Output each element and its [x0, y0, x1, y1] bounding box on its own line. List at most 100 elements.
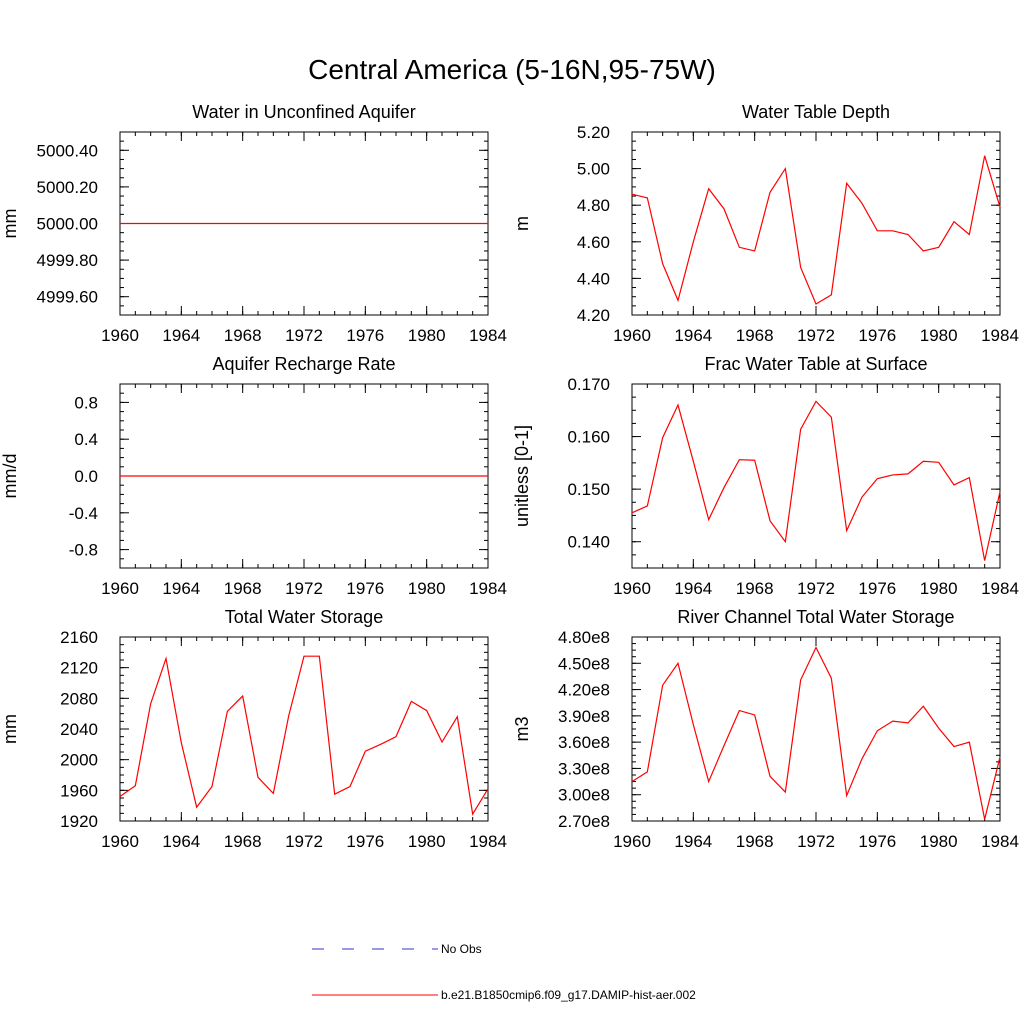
x-tick-label: 1980 [408, 832, 446, 851]
y-tick-label: 3.30e8 [558, 759, 610, 778]
y-tick-label: 5000.40 [37, 141, 98, 160]
panel-1: Water in Unconfined Aquifer mm 1960 1964 196… [0, 102, 507, 345]
legend-label-model: b.e21.B1850cmip6.f09_g17.DAMIP-hist-aer.… [441, 988, 696, 1002]
x-tick-label: 1984 [469, 832, 507, 851]
plot-frame [119, 636, 489, 822]
y-tick-label: 0.4 [74, 430, 98, 449]
y-tick-label: 4.80 [577, 196, 610, 215]
panel-title: Total Water Storage [225, 607, 383, 627]
plot-frame [631, 383, 1001, 569]
x-tick-label: 1984 [469, 579, 507, 598]
x-tick-label: 1972 [797, 326, 835, 345]
y-tick-label: 2040 [60, 720, 98, 739]
y-tick-label: 3.60e8 [558, 733, 610, 752]
y-axis-label: unitless [0-1] [512, 425, 532, 527]
x-tick-label: 1976 [346, 579, 384, 598]
x-tick-label: 1980 [408, 326, 446, 345]
y-tick-label: 0.0 [74, 467, 98, 486]
y-tick-label: 2160 [60, 628, 98, 647]
y-tick-label: 4.40 [577, 269, 610, 288]
y-tick-label: 0.140 [567, 533, 610, 552]
x-tick-label: 1980 [408, 579, 446, 598]
x-tick-label: 1976 [346, 832, 384, 851]
x-tick-label: 1964 [162, 579, 200, 598]
y-tick-label: 2080 [60, 689, 98, 708]
series-line [119, 655, 489, 816]
x-tick-label: 1968 [736, 832, 774, 851]
y-tick-label: 2000 [60, 751, 98, 770]
y-tick-label: 5000.20 [37, 178, 98, 197]
y-tick-label: 1920 [60, 812, 98, 831]
y-axis-label: m [512, 216, 532, 231]
y-tick-label: 4999.80 [37, 251, 98, 270]
y-tick-label: 3.00e8 [558, 786, 610, 805]
x-tick-label: 1984 [981, 326, 1019, 345]
y-axis-label: mm [0, 209, 20, 239]
panel-4: Frac Water Table at Surface unitless [0-1… [512, 354, 1019, 598]
y-tick-label: 5.20 [577, 123, 610, 142]
x-tick-label: 1972 [797, 579, 835, 598]
x-tick-label: 1976 [858, 832, 896, 851]
x-tick-label: 1964 [162, 326, 200, 345]
y-tick-label: 0.8 [74, 393, 98, 412]
series-line [631, 155, 1001, 305]
x-tick-label: 1968 [736, 579, 774, 598]
panel-3: Aquifer Recharge Rate mm/d 1960 1964 1968 197… [0, 354, 507, 598]
x-tick-label: 1980 [920, 579, 958, 598]
y-tick-label: 2.70e8 [558, 812, 610, 831]
x-tick-label: 1984 [469, 326, 507, 345]
y-axis-label: m3 [512, 716, 532, 741]
plot-frame [631, 636, 1001, 822]
panel-2: Water Table Depth m 1960 1964 1968 1972 1976 19… [512, 102, 1019, 345]
y-tick-label: 4.20 [577, 306, 610, 325]
y-tick-label: -0.8 [69, 541, 98, 560]
y-tick-label: 4999.60 [37, 288, 98, 307]
x-tick-label: 1968 [224, 832, 262, 851]
y-tick-label: 5000.00 [37, 215, 98, 234]
y-tick-label: 0.160 [567, 428, 610, 447]
x-tick-label: 1964 [162, 832, 200, 851]
x-tick-label: 1960 [613, 579, 651, 598]
x-tick-label: 1972 [285, 326, 323, 345]
x-tick-label: 1964 [674, 326, 712, 345]
y-tick-label: -0.4 [69, 504, 98, 523]
panel-title: Water in Unconfined Aquifer [192, 102, 415, 122]
series-line [631, 646, 1001, 820]
x-tick-label: 1960 [613, 326, 651, 345]
panel-title: Frac Water Table at Surface [704, 354, 927, 374]
x-tick-label: 1980 [920, 832, 958, 851]
x-tick-label: 1976 [346, 326, 384, 345]
y-tick-label: 2120 [60, 659, 98, 678]
x-tick-label: 1980 [920, 326, 958, 345]
y-tick-label: 0.170 [567, 375, 610, 394]
x-tick-label: 1984 [981, 579, 1019, 598]
x-tick-label: 1960 [613, 832, 651, 851]
y-tick-label: 4.60 [577, 233, 610, 252]
x-tick-label: 1968 [736, 326, 774, 345]
panel-title: Water Table Depth [742, 102, 890, 122]
plot-frame [631, 131, 1001, 316]
x-tick-label: 1976 [858, 579, 896, 598]
x-tick-label: 1968 [224, 579, 262, 598]
y-tick-label: 5.00 [577, 160, 610, 179]
x-tick-label: 1960 [101, 579, 139, 598]
y-tick-label: 1960 [60, 781, 98, 800]
x-tick-label: 1960 [101, 326, 139, 345]
panel-title: River Channel Total Water Storage [677, 607, 954, 627]
x-tick-label: 1972 [285, 579, 323, 598]
y-tick-label: 0.150 [567, 480, 610, 499]
y-tick-label: 3.90e8 [558, 707, 610, 726]
y-tick-label: 4.20e8 [558, 681, 610, 700]
panel-title: Aquifer Recharge Rate [212, 354, 395, 374]
panel-5: Total Water Storage mm 1960 1964 1968 1972 197… [0, 607, 507, 851]
x-tick-label: 1968 [224, 326, 262, 345]
figure-title: Central America (5-16N,95-75W) [308, 54, 716, 85]
y-tick-label: 4.50e8 [558, 654, 610, 673]
y-axis-label: mm/d [0, 454, 20, 499]
x-tick-label: 1972 [285, 832, 323, 851]
series-line [631, 400, 1001, 561]
x-tick-label: 1964 [674, 579, 712, 598]
y-axis-label: mm [0, 714, 20, 744]
